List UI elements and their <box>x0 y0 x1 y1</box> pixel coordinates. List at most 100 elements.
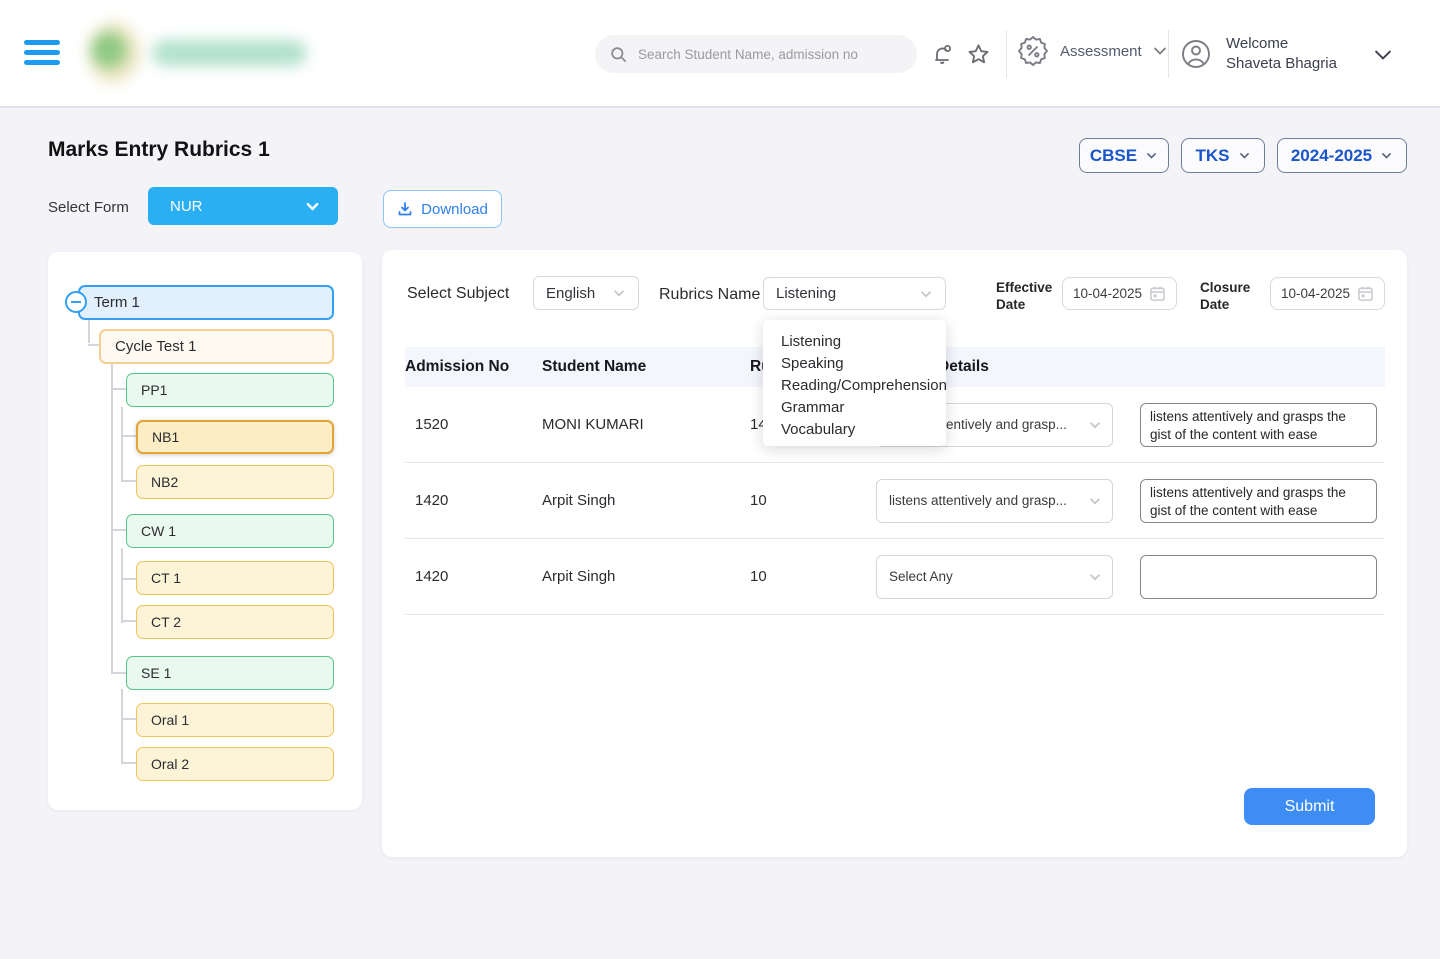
admission-no: 1420 <box>415 492 449 509</box>
download-button[interactable]: Download <box>383 190 502 228</box>
closure-date-value: 10-04-2025 <box>1281 286 1351 301</box>
welcome-text: Welcome <box>1226 35 1289 52</box>
app-logo <box>86 14 311 94</box>
global-search[interactable] <box>595 35 917 73</box>
profile-chevron-icon[interactable] <box>1372 44 1394 71</box>
chevron-down-icon <box>1090 421 1100 428</box>
tree-node-label: Term 1 <box>94 294 140 311</box>
admission-no: 1420 <box>415 568 449 585</box>
effective-date-label: Effective Date <box>996 280 1053 312</box>
tree-node-nb2[interactable]: NB2 <box>136 465 334 499</box>
assessment-badge-icon <box>1018 36 1048 66</box>
board-dropdown[interactable]: CBSE <box>1079 138 1169 173</box>
tree-node-label: PP1 <box>141 382 168 398</box>
subject-select[interactable]: English <box>533 276 639 310</box>
module-label: Assessment <box>1060 42 1142 60</box>
header-divider-2 <box>1168 30 1169 78</box>
bell-icon <box>935 45 951 64</box>
rubric-detail-select[interactable]: Select Any <box>876 554 1113 599</box>
notifications-button[interactable] <box>928 40 956 68</box>
tree-node-label: SE 1 <box>141 665 172 681</box>
student-name: Arpit Singh <box>542 492 616 509</box>
tree-node-label: NB1 <box>152 429 180 445</box>
search-icon <box>611 46 627 62</box>
user-profile[interactable]: Welcome Shaveta Bhagria <box>1180 34 1337 74</box>
closure-date-input[interactable]: 10-04-2025 <box>1270 277 1385 310</box>
calendar-icon <box>1358 286 1373 301</box>
user-avatar-icon <box>1182 40 1210 68</box>
download-icon <box>398 202 412 216</box>
chevron-down-icon <box>1146 152 1157 159</box>
favorites-button[interactable] <box>964 40 992 68</box>
student-name: Arpit Singh <box>542 568 616 585</box>
header-divider <box>1006 30 1007 78</box>
tree-node-pp1[interactable]: PP1 <box>126 373 334 407</box>
col-admission-no: Admission No <box>405 358 510 375</box>
user-name: Shaveta Bhagria <box>1226 55 1337 72</box>
tree-node-cw-1[interactable]: CW 1 <box>126 514 334 548</box>
rubrics-name-label: Rubrics Name <box>659 286 761 303</box>
tree-node-oral-1[interactable]: Oral 1 <box>136 703 334 737</box>
school-dropdown[interactable]: TKS <box>1181 138 1265 173</box>
chevron-down-icon <box>306 202 319 211</box>
school-value: TKS <box>1195 145 1230 165</box>
session-dropdown[interactable]: 2024-2025 <box>1277 138 1407 173</box>
submit-button[interactable]: Submit <box>1244 788 1375 825</box>
tree-node-nb1[interactable]: NB1 <box>136 420 334 454</box>
rubric-detail-textarea[interactable] <box>1140 554 1377 599</box>
module-selector[interactable]: Assessment <box>1016 34 1168 68</box>
rubric-detail-textarea[interactable]: listens attentively and grasps the gist … <box>1140 478 1377 523</box>
rubrics-name-select[interactable]: Listening <box>763 277 946 310</box>
student-name: MONI KUMARI <box>542 416 644 433</box>
logo-wordmark <box>152 40 307 66</box>
col-student-name: Student Name <box>542 358 647 375</box>
tree-node-ct-2[interactable]: CT 2 <box>136 605 334 639</box>
tree-node-label: CT 2 <box>151 614 182 630</box>
dropdown-option-reading[interactable]: Reading/Comprehension <box>781 377 947 394</box>
tree-node-se-1[interactable]: SE 1 <box>126 656 334 690</box>
dropdown-option-grammar[interactable]: Grammar <box>781 399 845 416</box>
tree-node-label: NB2 <box>151 474 179 490</box>
effective-date-value: 10-04-2025 <box>1073 286 1143 301</box>
hamburger-menu-icon[interactable] <box>24 40 60 66</box>
chevron-down-icon <box>1090 573 1100 580</box>
dropdown-option-vocabulary[interactable]: Vocabulary <box>781 421 856 438</box>
search-input[interactable] <box>638 46 903 62</box>
tree-node-ct-1[interactable]: CT 1 <box>136 561 334 595</box>
rubric-detail-select[interactable]: listens attentively and grasp... <box>876 478 1113 523</box>
tree-node-oral-2[interactable]: Oral 2 <box>136 747 334 781</box>
form-select-button[interactable]: NUR <box>148 187 338 225</box>
subject-value: English <box>546 284 596 302</box>
effective-date-input[interactable]: 10-04-2025 <box>1062 277 1177 310</box>
tree-node-cycle-test-1[interactable]: Cycle Test 1 <box>99 329 334 364</box>
dropdown-option-listening[interactable]: Listening <box>781 333 842 350</box>
rubrics-marks: 10 <box>750 492 767 509</box>
tree-node-label: Cycle Test 1 <box>115 338 197 355</box>
chevron-down-icon <box>1090 497 1100 504</box>
board-value: CBSE <box>1089 145 1138 165</box>
dropdown-option-speaking[interactable]: Speaking <box>781 355 844 372</box>
tree-node-label: CT 1 <box>151 570 182 586</box>
tree-node-label: Oral 1 <box>151 712 190 728</box>
tree-collapse-icon[interactable] <box>65 291 87 313</box>
rubrics-name-dropdown-menu: Listening Speaking Reading/Comprehension… <box>763 320 947 446</box>
exam-tree-panel: Term 1 Cycle Test 1 PP1 NB1 NB2 CW 1 CT … <box>48 252 362 810</box>
tree-node-label: Oral 2 <box>151 756 190 772</box>
page-title: Marks Entry Rubrics 1 <box>48 138 270 161</box>
tree-node-term-1[interactable]: Term 1 <box>78 285 334 320</box>
chevron-down-icon <box>1239 152 1249 159</box>
tree-node-label: CW 1 <box>141 523 176 539</box>
table-row: 1420 Arpit Singh 10 Select Any <box>405 539 1385 615</box>
closure-date-label: Closure Date <box>1200 280 1251 312</box>
chevron-down-icon <box>921 290 931 297</box>
form-value: NUR <box>170 197 203 215</box>
rubrics-marks: 10 <box>750 568 767 585</box>
chevron-down-icon <box>1382 152 1392 159</box>
rubric-detail-textarea[interactable]: listens attentively and grasps the gist … <box>1140 402 1377 447</box>
rubrics-name-value: Listening <box>776 285 837 302</box>
select-subject-label: Select Subject <box>407 285 510 302</box>
table-row: 1420 Arpit Singh 10 listens attentively … <box>405 463 1385 539</box>
admission-no: 1520 <box>415 416 449 433</box>
chevron-down-icon <box>1153 47 1166 55</box>
